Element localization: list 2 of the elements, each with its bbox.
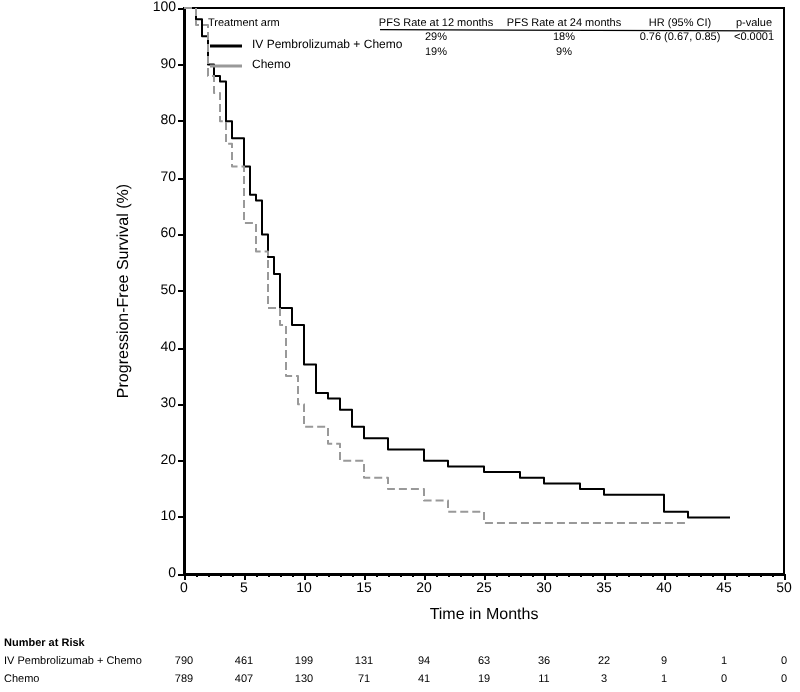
- x-axis-title: Time in Months: [429, 605, 539, 623]
- y-axis-title: Progression-Free Survival (%): [113, 183, 132, 399]
